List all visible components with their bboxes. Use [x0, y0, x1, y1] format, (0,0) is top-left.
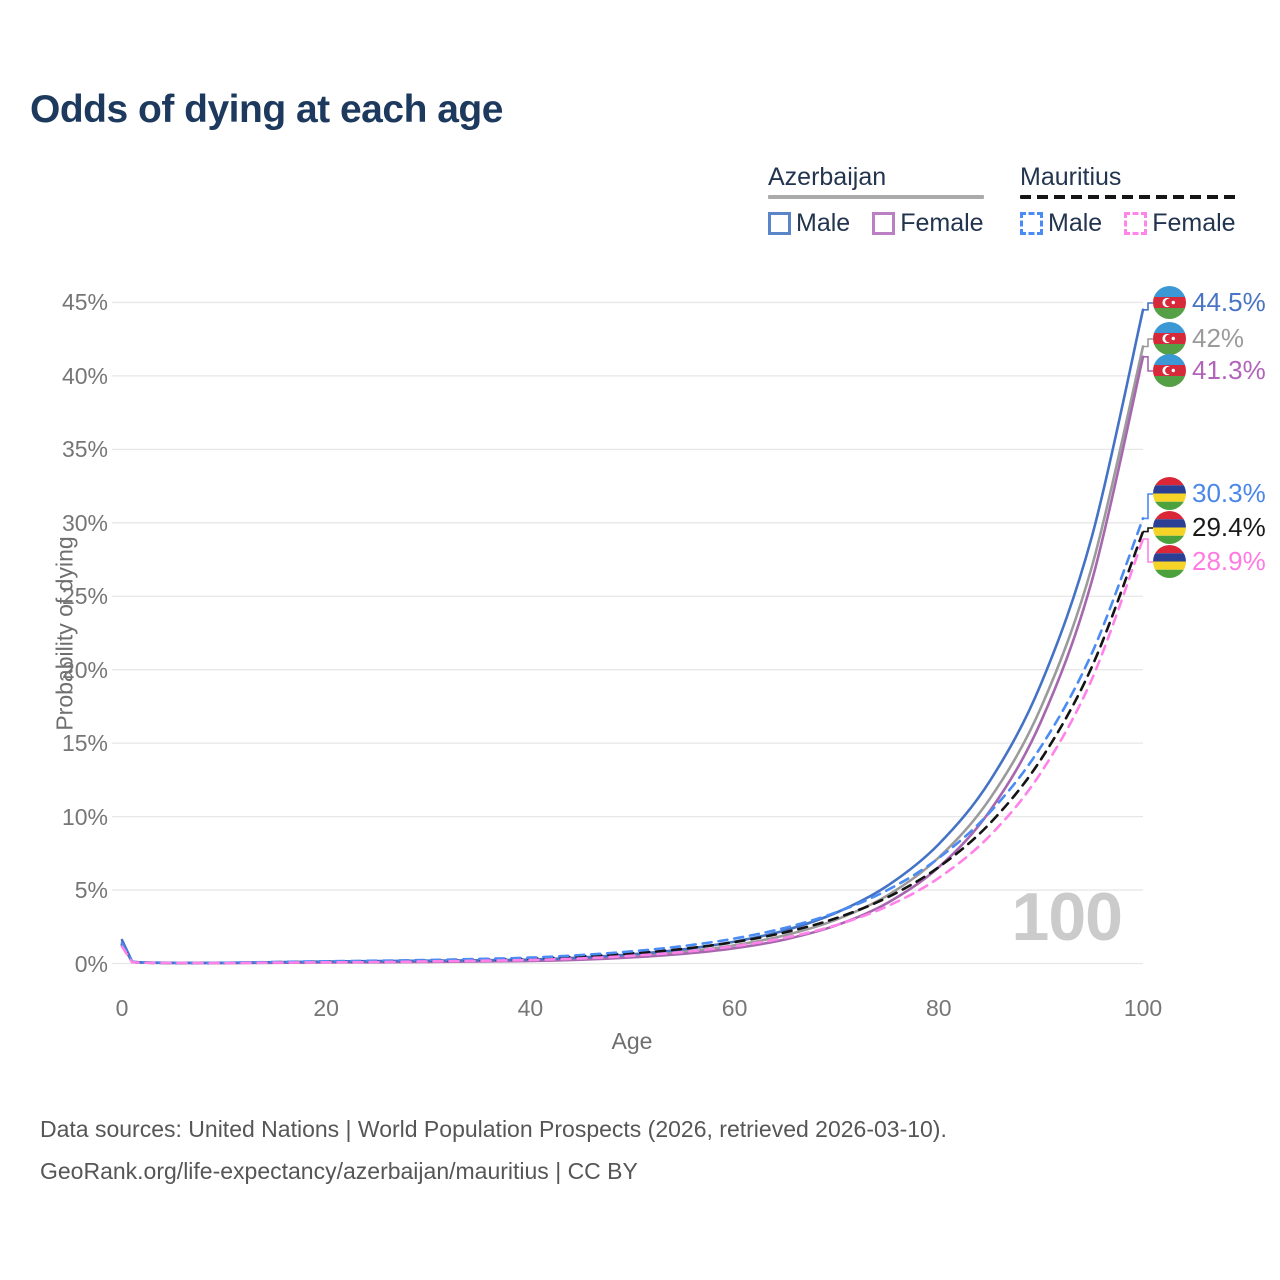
x-tick-label: 0: [115, 995, 129, 1021]
series-line-az-female: [120, 355, 1145, 965]
legend-underline-azerbaijan: [768, 195, 984, 199]
checkbox-azerbaijan-female[interactable]: [872, 212, 896, 235]
y-tick-label: 25%: [61, 583, 108, 610]
y-tick-label: 40%: [61, 362, 108, 389]
azerbaijan-flag-icon: [1153, 322, 1186, 355]
end-label-value-az-female: 41.3%: [1192, 355, 1266, 385]
y-tick-label: 0%: [74, 950, 108, 977]
legend-item-mauritius-female[interactable]: Female: [1124, 209, 1236, 238]
data-source-note: Data sources: United Nations | World Pop…: [40, 1108, 947, 1192]
end-label-az-female: 41.3%: [1153, 354, 1266, 387]
legend-item-azerbaijan-male[interactable]: Male: [768, 209, 850, 238]
end-label-az-both: 42%: [1153, 322, 1244, 355]
checkbox-azerbaijan-male[interactable]: [768, 212, 791, 235]
end-label-value-az-both: 42%: [1192, 323, 1245, 353]
mauritius-flag-icon: [1153, 477, 1186, 510]
legend-underline-mauritius: [1020, 195, 1236, 199]
series-line-mu-female: [120, 537, 1145, 965]
y-tick-label: 5%: [74, 877, 108, 904]
end-label-mu-male: 30.3%: [1153, 477, 1266, 510]
mauritius-flag-icon: [1153, 511, 1186, 544]
end-label-mu-both: 29.4%: [1153, 511, 1266, 544]
legend-label-mauritius-female: Female: [1152, 209, 1236, 237]
series-line-mu-male: [120, 517, 1145, 965]
y-tick-label: 20%: [61, 656, 108, 683]
data-source-line1: Data sources: United Nations | World Pop…: [40, 1116, 947, 1142]
legend-label-azerbaijan-male: Male: [796, 209, 851, 237]
end-label-az-male: 44.5%: [1153, 286, 1266, 319]
end-label-connector-mu-female: [1143, 538, 1153, 563]
legend-item-azerbaijan-female[interactable]: Female: [872, 209, 984, 238]
age-watermark: 100: [1011, 879, 1123, 955]
end-label-connector-az-female: [1143, 356, 1153, 372]
end-label-value-mu-both: 29.4%: [1192, 512, 1266, 542]
legend-item-mauritius-male[interactable]: Male: [1020, 209, 1102, 238]
page-title: Odds of dying at each age: [30, 88, 503, 131]
x-tick-label: 100: [1123, 995, 1163, 1021]
x-tick-label: 40: [517, 995, 544, 1021]
legend-country-azerbaijan[interactable]: Azerbaijan: [768, 163, 887, 191]
mauritius-flag-icon: [1153, 545, 1186, 578]
checkbox-mauritius-female[interactable]: [1124, 212, 1148, 235]
end-label-connector-az-male: [1143, 302, 1153, 311]
legend-label-mauritius-male: Male: [1048, 209, 1103, 237]
y-tick-label: 15%: [61, 730, 108, 757]
end-label-value-az-male: 44.5%: [1192, 287, 1266, 317]
x-axis-title: Age: [611, 1028, 653, 1054]
checkbox-mauritius-male[interactable]: [1020, 212, 1043, 235]
data-source-line2: GeoRank.org/life-expectancy/azerbaijan/m…: [40, 1158, 638, 1184]
end-label-connector-az-both: [1143, 338, 1153, 348]
y-tick-label: 35%: [61, 436, 108, 463]
legend-group-mauritius: Mauritius Male Female: [1020, 163, 1236, 238]
legend-country-mauritius[interactable]: Mauritius: [1020, 163, 1122, 191]
legend-label-azerbaijan-female: Female: [900, 209, 984, 237]
legend-group-azerbaijan: Azerbaijan Male Female: [768, 163, 984, 238]
series-line-az-both: [120, 345, 1145, 965]
end-label-mu-female: 28.9%: [1153, 545, 1266, 578]
y-tick-label: 45%: [61, 289, 108, 316]
azerbaijan-flag-icon: [1153, 354, 1186, 387]
x-tick-label: 80: [926, 995, 952, 1021]
y-tick-label: 30%: [61, 509, 108, 536]
x-tick-label: 20: [313, 995, 339, 1021]
end-label-connector-mu-male: [1143, 493, 1153, 520]
y-tick-label: 10%: [61, 803, 108, 830]
end-label-value-mu-female: 28.9%: [1192, 546, 1266, 576]
x-tick-label: 60: [721, 995, 748, 1021]
series-line-az-male: [120, 308, 1145, 965]
end-label-value-mu-male: 30.3%: [1192, 478, 1266, 508]
azerbaijan-flag-icon: [1153, 286, 1186, 319]
end-label-connector-mu-both: [1143, 527, 1153, 533]
